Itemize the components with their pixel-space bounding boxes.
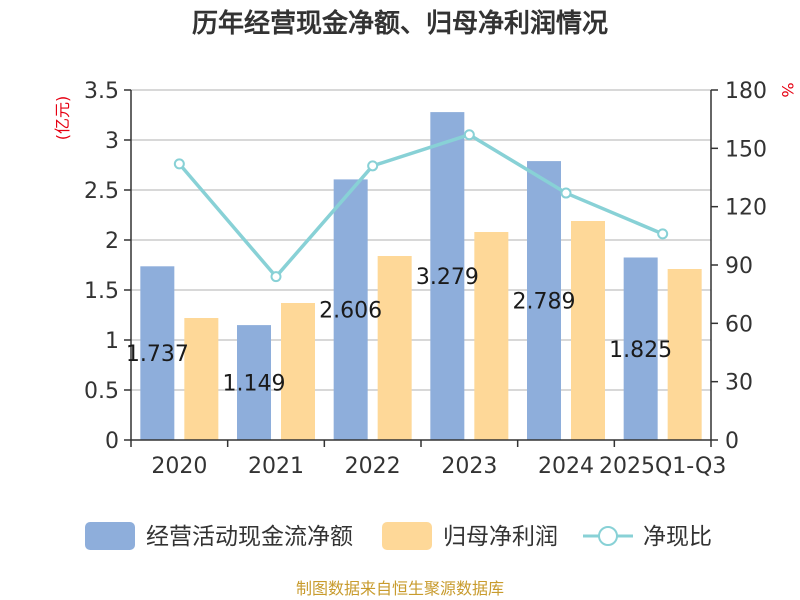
x-tick-label: 2023 [441,454,497,479]
y-right-tick-label: 0 [725,429,739,454]
bar-netprofit [667,269,702,440]
legend-label-ratio: 净现比 [643,524,712,550]
legend-item-ratio[interactable]: 净现比 [583,524,712,550]
data-label-cashflow: 1.825 [609,338,672,363]
legend-item-netprofit[interactable]: 归母净利润 [382,522,558,550]
x-tick-label: 2021 [248,454,304,479]
line-ratio [178,132,664,279]
bar-cashflow [333,179,368,440]
x-tick-label: 2020 [151,454,207,479]
point-ratio [367,160,379,172]
y-right-tick-label: 180 [725,79,767,104]
legend-label-cashflow: 经营活动现金流净额 [146,524,353,550]
y-left-tick-label: 1.5 [84,279,119,304]
point-ratio [560,187,572,199]
point-ratio [657,228,669,240]
y-right-tick-label: 30 [725,371,753,396]
point-ratio [463,129,475,141]
bar-netprofit [377,256,412,440]
y-left-tick-label: 2.5 [84,179,119,204]
bar-cashflow [237,325,271,440]
y-right-unit-label: % [778,82,797,97]
source-note: 制图数据来自恒生聚源数据库 [296,579,504,598]
bar-netprofit [184,318,219,440]
data-label-cashflow: 2.606 [319,299,382,324]
legend-marker-ratio [598,526,618,546]
y-right-tick-label: 60 [725,312,753,337]
bar-series [140,112,702,440]
legend-swatch-netprofit [382,522,432,550]
bar-cashflow [140,266,175,440]
x-tick-label: 2024 [538,454,594,479]
legend-item-cashflow[interactable]: 经营活动现金流净额 [85,522,353,550]
legend-label-netprofit: 归母净利润 [443,524,558,550]
bar-cashflow [430,112,465,440]
bar-netprofit [571,221,605,440]
line-series [173,129,669,283]
y-left-unit-label: (亿元) [53,96,72,141]
point-ratio [270,271,282,283]
y-left-tick-label: 2 [105,229,119,254]
data-label-cashflow: 1.149 [223,372,286,397]
data-label-cashflow: 2.789 [513,290,576,315]
data-labels: 1.737 1.149 2.606 3.279 2.789 1.825 [126,265,672,397]
axes: 0 0.5 1 1.5 2 2.5 3 3.5 0 30 60 90 120 150 180 2020 2021… [84,79,767,479]
data-label-cashflow: 3.279 [416,265,479,290]
data-label-cashflow: 1.737 [126,342,189,367]
chart-title: 历年经营现金净额、归母净利润情况 [192,8,608,39]
y-left-tick-label: 3 [105,129,119,154]
y-right-tick-label: 90 [725,254,753,279]
legend-swatch-cashflow [85,522,135,550]
bar-netprofit [474,232,509,440]
point-ratio [173,158,185,170]
bar-cashflow [527,161,561,440]
y-left-tick-label: 0 [105,429,119,454]
y-right-tick-label: 120 [725,196,767,221]
grid-lines [131,89,711,391]
legend: 经营活动现金流净额 归母净利润 净现比 [85,522,712,550]
y-left-tick-label: 3.5 [84,79,119,104]
x-tick-label: 2025Q1-Q3 [599,454,726,479]
x-tick-label: 2022 [345,454,401,479]
bar-netprofit [281,303,315,440]
y-right-tick-label: 150 [725,137,767,162]
y-left-tick-label: 0.5 [84,379,119,404]
y-left-tick-label: 1 [105,329,119,354]
bar-cashflow [623,257,658,440]
